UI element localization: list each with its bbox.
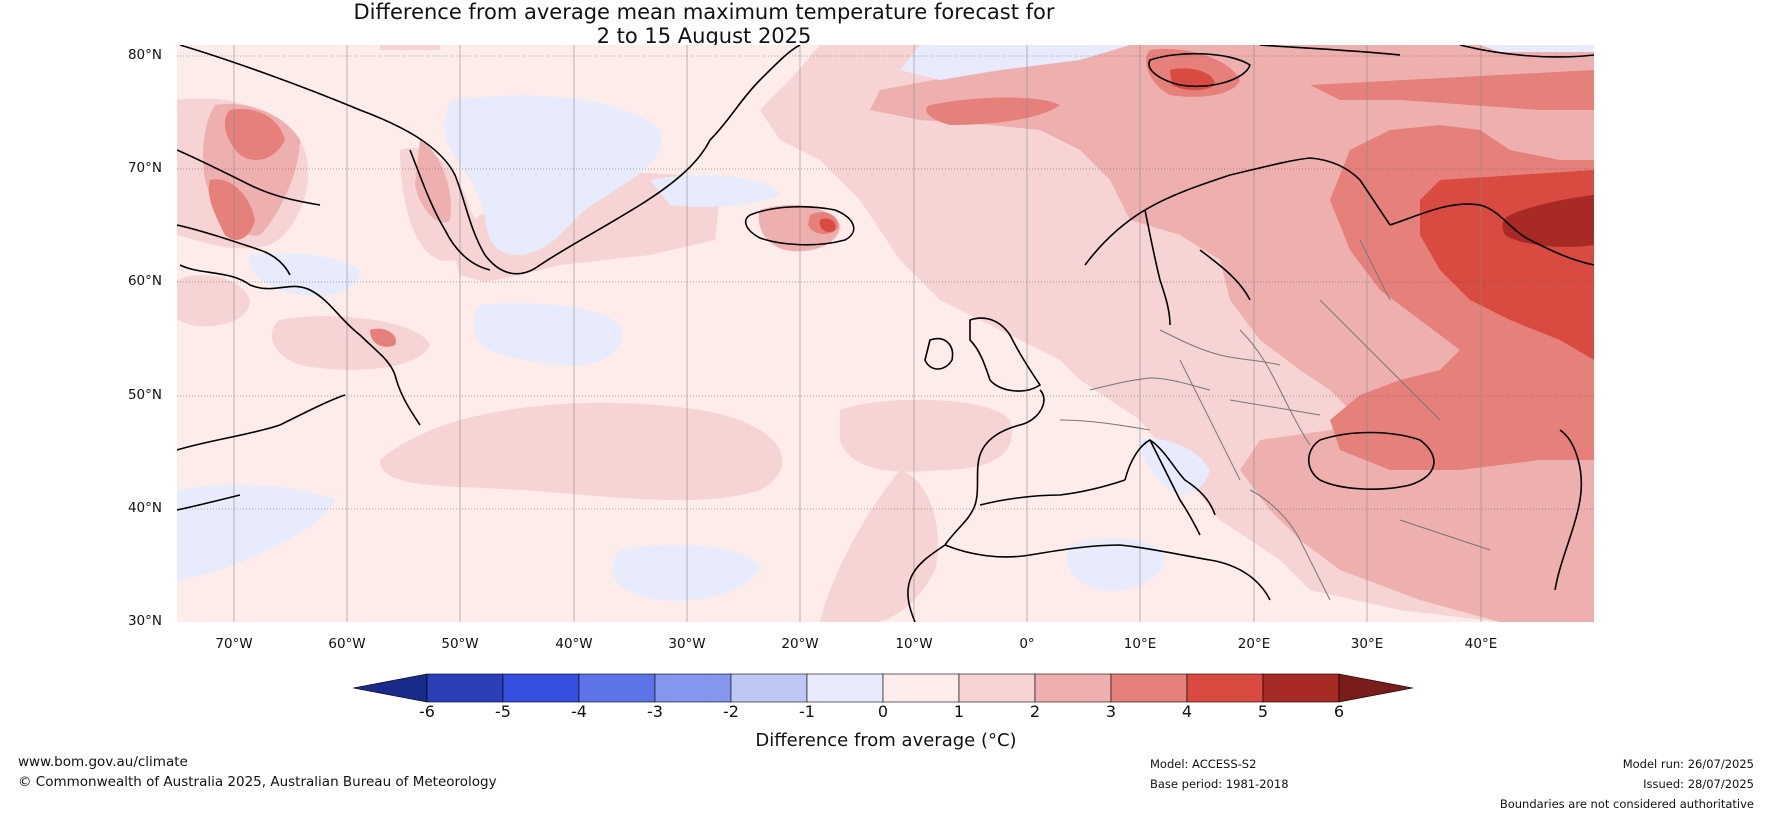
base-period-text: Base period: 1981-2018 — [1150, 777, 1289, 791]
colorbar-swatch — [1110, 673, 1188, 703]
colorbar-tick-label: 4 — [1181, 702, 1193, 721]
colorbar-swatch — [730, 673, 808, 703]
lon-label-30w: 30°W — [668, 636, 706, 652]
lon-label-20w: 20°W — [781, 636, 819, 652]
lon-label-40e: 40°E — [1464, 636, 1498, 652]
lon-label-70w: 70°W — [215, 636, 253, 652]
colorbar-tick-label: 5 — [1257, 702, 1269, 721]
copyright-text: © Commonwealth of Australia 2025, Austra… — [18, 774, 497, 790]
lat-label-40n: 40°N — [127, 500, 162, 516]
lon-label-0: 0° — [1019, 636, 1035, 652]
colorbar-tick-label: 0 — [877, 702, 889, 721]
graticule — [177, 55, 1594, 510]
colorbar-tick-label: 3 — [1105, 702, 1117, 721]
colorbar-tick-label: 1 — [953, 702, 965, 721]
country-borders — [1059, 239, 1491, 601]
lat-label-70n: 70°N — [127, 160, 162, 176]
lon-label-20e: 20°E — [1237, 636, 1271, 652]
lon-label-50w: 50°W — [441, 636, 479, 652]
colorbar-swatch — [502, 673, 580, 703]
colorbar-swatch — [654, 673, 732, 703]
colorbar-swatch — [882, 673, 960, 703]
lon-label-30e: 30°E — [1350, 636, 1384, 652]
colorbar-tick-label: -3 — [647, 702, 663, 721]
colorbar-swatch — [1186, 673, 1264, 703]
colorbar-swatch — [958, 673, 1036, 703]
website-link[interactable]: www.bom.gov.au/climate — [18, 754, 188, 770]
lon-label-60w: 60°W — [328, 636, 366, 652]
chart-title: Difference from average mean maximum tem… — [0, 0, 1408, 48]
lon-label-40w: 40°W — [555, 636, 593, 652]
colorbar-extend-high — [1338, 673, 1414, 703]
colorbar-swatch — [426, 673, 504, 703]
lat-label-80n: 80°N — [127, 47, 162, 63]
colorbar — [352, 673, 1414, 703]
meridians — [233, 45, 1482, 622]
colorbar-tick-label: -4 — [571, 702, 587, 721]
colorbar-tick-label: 2 — [1029, 702, 1041, 721]
map-field — [177, 45, 1594, 622]
colorbar-tick-label: 6 — [1333, 702, 1345, 721]
coastlines — [177, 45, 1594, 622]
model-text: Model: ACCESS-S2 — [1150, 757, 1257, 771]
anomaly-band-5-6 — [1502, 195, 1594, 247]
colorbar-swatch — [578, 673, 656, 703]
model-run-text: Model run: 26/07/2025 — [1622, 757, 1754, 771]
lon-label-10e: 10°E — [1123, 636, 1157, 652]
colorbar-extend-low — [352, 673, 428, 703]
colorbar-tick-label: -6 — [419, 702, 435, 721]
anomaly-band-neg1-0 — [177, 45, 1594, 601]
lat-label-60n: 60°N — [127, 273, 162, 289]
colorbar-swatch — [1034, 673, 1112, 703]
colorbar-title: Difference from average (°C) — [755, 730, 1017, 751]
colorbar-tick-label: -5 — [495, 702, 511, 721]
colorbar-swatch — [806, 673, 884, 703]
lat-label-50n: 50°N — [127, 387, 162, 403]
issued-text: Issued: 28/07/2025 — [1643, 777, 1754, 791]
lat-label-30n: 30°N — [127, 613, 162, 629]
title-line-1: Difference from average mean maximum tem… — [353, 0, 1055, 24]
colorbar-swatch — [1262, 673, 1340, 703]
title-line-2: 2 to 15 August 2025 — [596, 24, 812, 48]
colorbar-tick-label: -2 — [723, 702, 739, 721]
lon-label-10w: 10°W — [895, 636, 933, 652]
colorbar-tick-label: -1 — [799, 702, 815, 721]
disclaimer-text: Boundaries are not considered authoritat… — [1499, 797, 1754, 811]
